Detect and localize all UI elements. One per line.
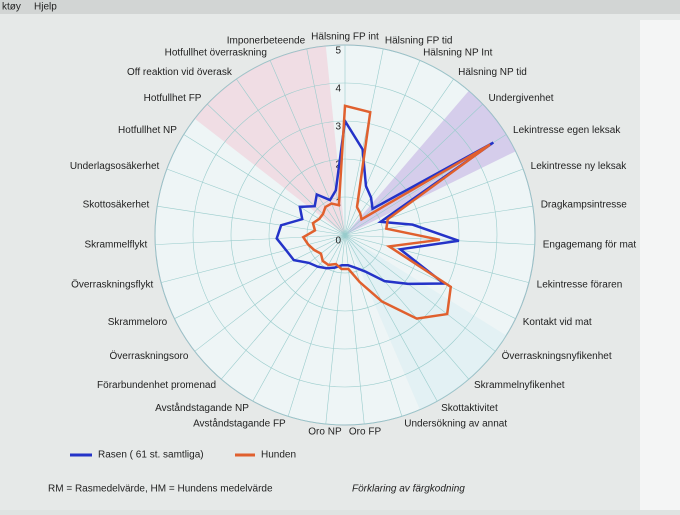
category-label: Överraskningsoro xyxy=(110,350,189,362)
category-label: Avståndstagande NP xyxy=(155,402,249,414)
category-label: Underlagsosäkerhet xyxy=(70,161,160,172)
category-label: Hotfullhet överraskning xyxy=(165,48,267,59)
note: Förklaring av färgkodning xyxy=(352,484,465,495)
spoke xyxy=(344,234,530,283)
grid-ring xyxy=(192,82,498,388)
series-line xyxy=(301,104,491,320)
r-tick-label: 5 xyxy=(335,46,341,57)
category-label: Hotfullhet FP xyxy=(144,93,202,104)
category-label: Dragkampsintresse xyxy=(541,200,628,211)
spoke xyxy=(155,234,346,245)
legend-label: Hunden xyxy=(261,450,296,461)
sector xyxy=(345,235,507,410)
category-label: Hotfullhet NP xyxy=(118,125,177,136)
side-panel xyxy=(640,20,680,510)
category-label: Hälsning FP int xyxy=(311,32,379,43)
category-label: Hälsning FP tid xyxy=(385,36,453,47)
category-label: Undergivenhet xyxy=(489,93,554,104)
category-label: Skottosäkerhet xyxy=(83,200,150,211)
spoke xyxy=(344,234,516,319)
legend-label: Rasen ( 61 st. samtliga) xyxy=(98,450,204,461)
spoke xyxy=(221,234,346,380)
spoke xyxy=(174,234,346,319)
category-label: Off reaktion vid överask xyxy=(127,67,233,78)
category-label: Skrammeloro xyxy=(108,317,168,328)
category-label: Lekintresse föraren xyxy=(537,279,623,290)
menu-item[interactable]: Hjelp xyxy=(34,2,57,13)
menu-item[interactable]: ktøy xyxy=(2,2,21,13)
grid-ring xyxy=(154,44,536,426)
spoke xyxy=(344,234,496,352)
spoke xyxy=(344,234,403,417)
r-tick-label: 0 xyxy=(335,236,341,247)
category-label: Imponerbeteende xyxy=(227,36,306,47)
spoke xyxy=(236,78,346,236)
category-label: Skrammelnyfikenhet xyxy=(474,380,565,391)
spoke xyxy=(160,234,346,283)
category-label: Lekintresse ny leksak xyxy=(531,161,628,172)
r-tick-label: 3 xyxy=(335,122,341,133)
category-label: Oro FP xyxy=(349,427,382,438)
category-label: Överraskningsnyfikenhet xyxy=(502,350,612,362)
sector xyxy=(345,90,516,235)
category-label: Hälsning NP Int xyxy=(423,48,493,59)
category-label: Skrammelflykt xyxy=(84,240,147,251)
spoke xyxy=(344,205,533,236)
spoke xyxy=(344,234,469,380)
category-label: Undersökning av annat xyxy=(404,419,507,430)
category-label: Hälsning NP tid xyxy=(458,67,527,78)
sector xyxy=(194,45,345,236)
category-label: Engagemang för mat xyxy=(543,240,637,251)
category-label: Lekintresse egen leksak xyxy=(513,125,621,136)
spoke xyxy=(344,168,524,236)
category-label: Oro NP xyxy=(308,427,342,438)
category-label: Kontakt vid mat xyxy=(523,317,592,328)
category-label: Överraskningsflykt xyxy=(71,278,153,290)
category-label: Förarbundenhet promenad xyxy=(97,380,216,391)
spoke xyxy=(269,60,346,236)
spoke xyxy=(344,103,483,236)
category-label: Avståndstagande FP xyxy=(193,418,286,430)
category-label: Skottaktivitet xyxy=(441,403,498,414)
note: RM = Rasmedelvärde, HM = Hundens medelvä… xyxy=(48,484,273,495)
menu-bar xyxy=(0,0,680,14)
spoke xyxy=(344,234,438,402)
spoke xyxy=(252,234,346,402)
spoke xyxy=(344,78,454,236)
spoke xyxy=(344,48,384,236)
spoke xyxy=(166,168,346,236)
r-tick-label: 4 xyxy=(335,84,341,95)
